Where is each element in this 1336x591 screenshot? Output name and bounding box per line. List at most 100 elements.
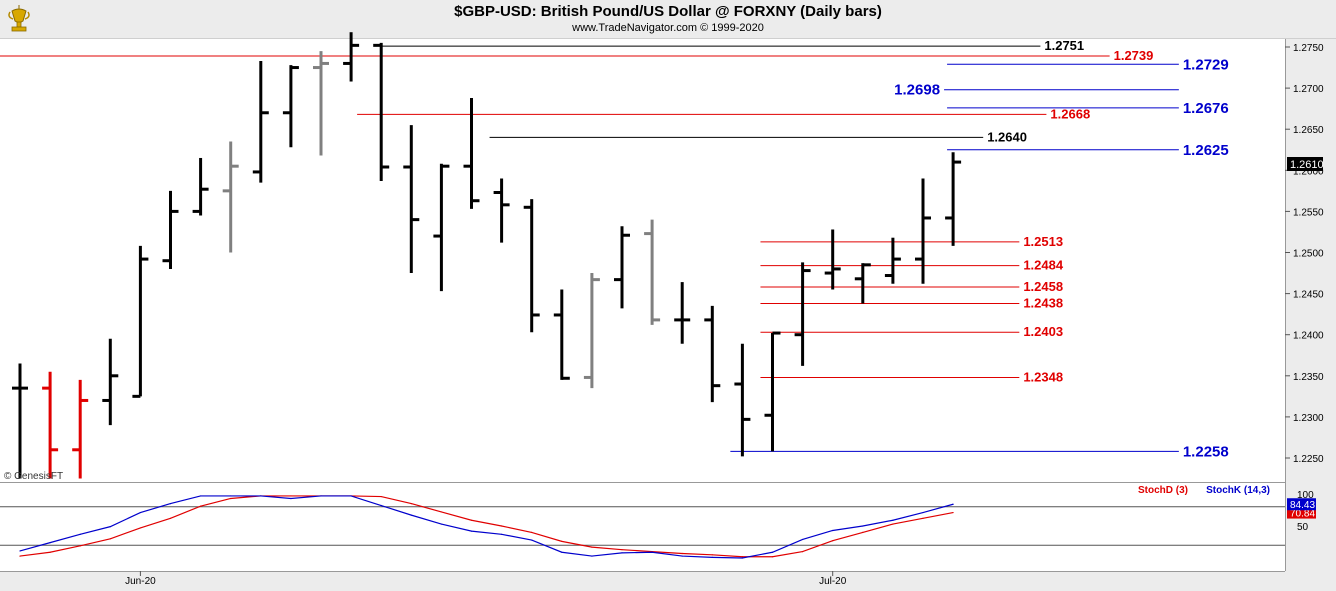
stoch-point <box>531 539 533 541</box>
stoch-point <box>260 495 262 497</box>
stoch-point <box>922 517 924 519</box>
level-label: 1.2513 <box>1023 234 1063 249</box>
level-label: 1.2676 <box>1183 100 1229 117</box>
stoch-point <box>501 525 503 527</box>
stoch-legend-label: StochK (14,3) <box>1206 485 1270 496</box>
x-axis-panel <box>0 571 1285 591</box>
stoch-point <box>139 527 141 529</box>
stoch-point <box>651 551 653 553</box>
stoch-point <box>79 533 81 535</box>
stoch-point <box>561 551 563 553</box>
stoch-point <box>350 495 352 497</box>
x-tick-label: Jun-20 <box>125 576 156 587</box>
stoch-point <box>470 519 473 521</box>
stoch-point <box>561 540 563 542</box>
stoch-point <box>892 523 894 525</box>
chart-header: $GBP-USD: British Pound/US Dollar @ FORX… <box>0 0 1336 39</box>
stoch-point <box>621 552 623 554</box>
stoch-point <box>109 526 111 528</box>
stoch-point <box>290 495 292 497</box>
stoch-point <box>410 503 412 505</box>
level-label: 1.2729 <box>1183 56 1229 73</box>
stoch-point <box>79 545 81 547</box>
trophy-icon <box>8 5 30 32</box>
stoch-point <box>862 531 864 534</box>
stoch-point <box>410 514 412 516</box>
y-tick-label: 1.2550 <box>1293 207 1324 218</box>
level-label: 1.2403 <box>1023 324 1063 339</box>
y-tick-label: 1.2250 <box>1293 454 1324 465</box>
stoch-y-tick-label: 100 <box>1297 490 1314 501</box>
stoch-point <box>862 525 864 527</box>
stoch-point <box>49 551 51 553</box>
stoch-point <box>741 556 744 558</box>
chart-title: $GBP-USD: British Pound/US Dollar @ FORX… <box>454 3 882 20</box>
stoch-point <box>380 504 382 507</box>
stoch-point <box>19 550 21 552</box>
stoch-last-label: 84.43 <box>1290 500 1315 511</box>
stoch-y-tick-label: 50 <box>1297 522 1309 533</box>
y-tick-label: 1.2700 <box>1293 84 1324 95</box>
last-price-label: 1.2610 <box>1290 159 1324 171</box>
stoch-point <box>771 551 774 553</box>
level-label: 1.2751 <box>1044 38 1084 53</box>
stoch-point <box>802 551 804 553</box>
stoch-point <box>380 495 382 498</box>
level-label: 1.2739 <box>1114 48 1154 63</box>
y-tick-label: 1.2600 <box>1293 166 1324 177</box>
level-label: 1.2698 <box>894 82 940 99</box>
y-tick-label: 1.2300 <box>1293 413 1324 424</box>
stoch-point <box>19 555 21 557</box>
stoch-point <box>501 533 503 535</box>
stoch-point <box>49 542 51 544</box>
stoch-legend-label: StochD (3) <box>1138 485 1188 496</box>
stoch-point <box>139 511 141 514</box>
stoch-point <box>621 549 623 551</box>
stoch-point <box>681 552 683 555</box>
stoch-point <box>200 495 202 497</box>
stoch-point <box>681 555 683 557</box>
stoch-last-tag <box>1287 498 1316 511</box>
stoch-point <box>320 495 322 497</box>
stoch-point <box>230 497 232 500</box>
stoch-point <box>771 556 774 558</box>
stoch-point <box>711 556 713 558</box>
stoch-point <box>892 519 894 521</box>
y-tick-label: 1.2500 <box>1293 249 1324 260</box>
stoch-point <box>802 538 804 541</box>
stoch-point <box>440 523 442 525</box>
stoch-point <box>440 511 442 513</box>
y-tick-label: 1.2350 <box>1293 372 1324 383</box>
stoch-point <box>200 505 202 507</box>
stoch-point <box>109 538 111 540</box>
stoch-point <box>470 530 473 532</box>
last-price-tag: 1.2610 <box>1287 157 1324 171</box>
stoch-point <box>290 497 292 500</box>
level-label: 1.2668 <box>1050 106 1090 121</box>
price-panel-bg <box>0 39 1285 482</box>
level-label: 1.2640 <box>987 129 1027 144</box>
level-label: 1.2348 <box>1023 369 1063 384</box>
stoch-last-label: 70.84 <box>1290 509 1315 520</box>
stoch-point <box>591 555 593 557</box>
x-tick-label: Jul-20 <box>819 576 847 587</box>
stoch-series-line <box>19 495 954 559</box>
level-label: 1.2258 <box>1183 443 1229 460</box>
stoch-point <box>741 557 744 559</box>
level-label: 1.2438 <box>1023 295 1063 310</box>
level-label: 1.2625 <box>1183 142 1229 159</box>
y-tick-label: 1.2450 <box>1293 290 1324 301</box>
chart-subtitle: www.TradeNavigator.com © 1999-2020 <box>572 22 764 34</box>
level-label: 1.2484 <box>1023 258 1064 273</box>
stoch-point <box>169 503 172 505</box>
level-label: 1.2458 <box>1023 279 1063 294</box>
stoch-point <box>230 495 232 497</box>
stoch-point <box>591 546 593 548</box>
stoch-point <box>832 540 834 542</box>
stoch-point <box>952 503 954 505</box>
y-tick-label: 1.2750 <box>1293 43 1324 54</box>
y-tick-label: 1.2650 <box>1293 125 1324 136</box>
stoch-point <box>169 517 172 519</box>
y-tick-label: 1.2400 <box>1293 331 1324 342</box>
